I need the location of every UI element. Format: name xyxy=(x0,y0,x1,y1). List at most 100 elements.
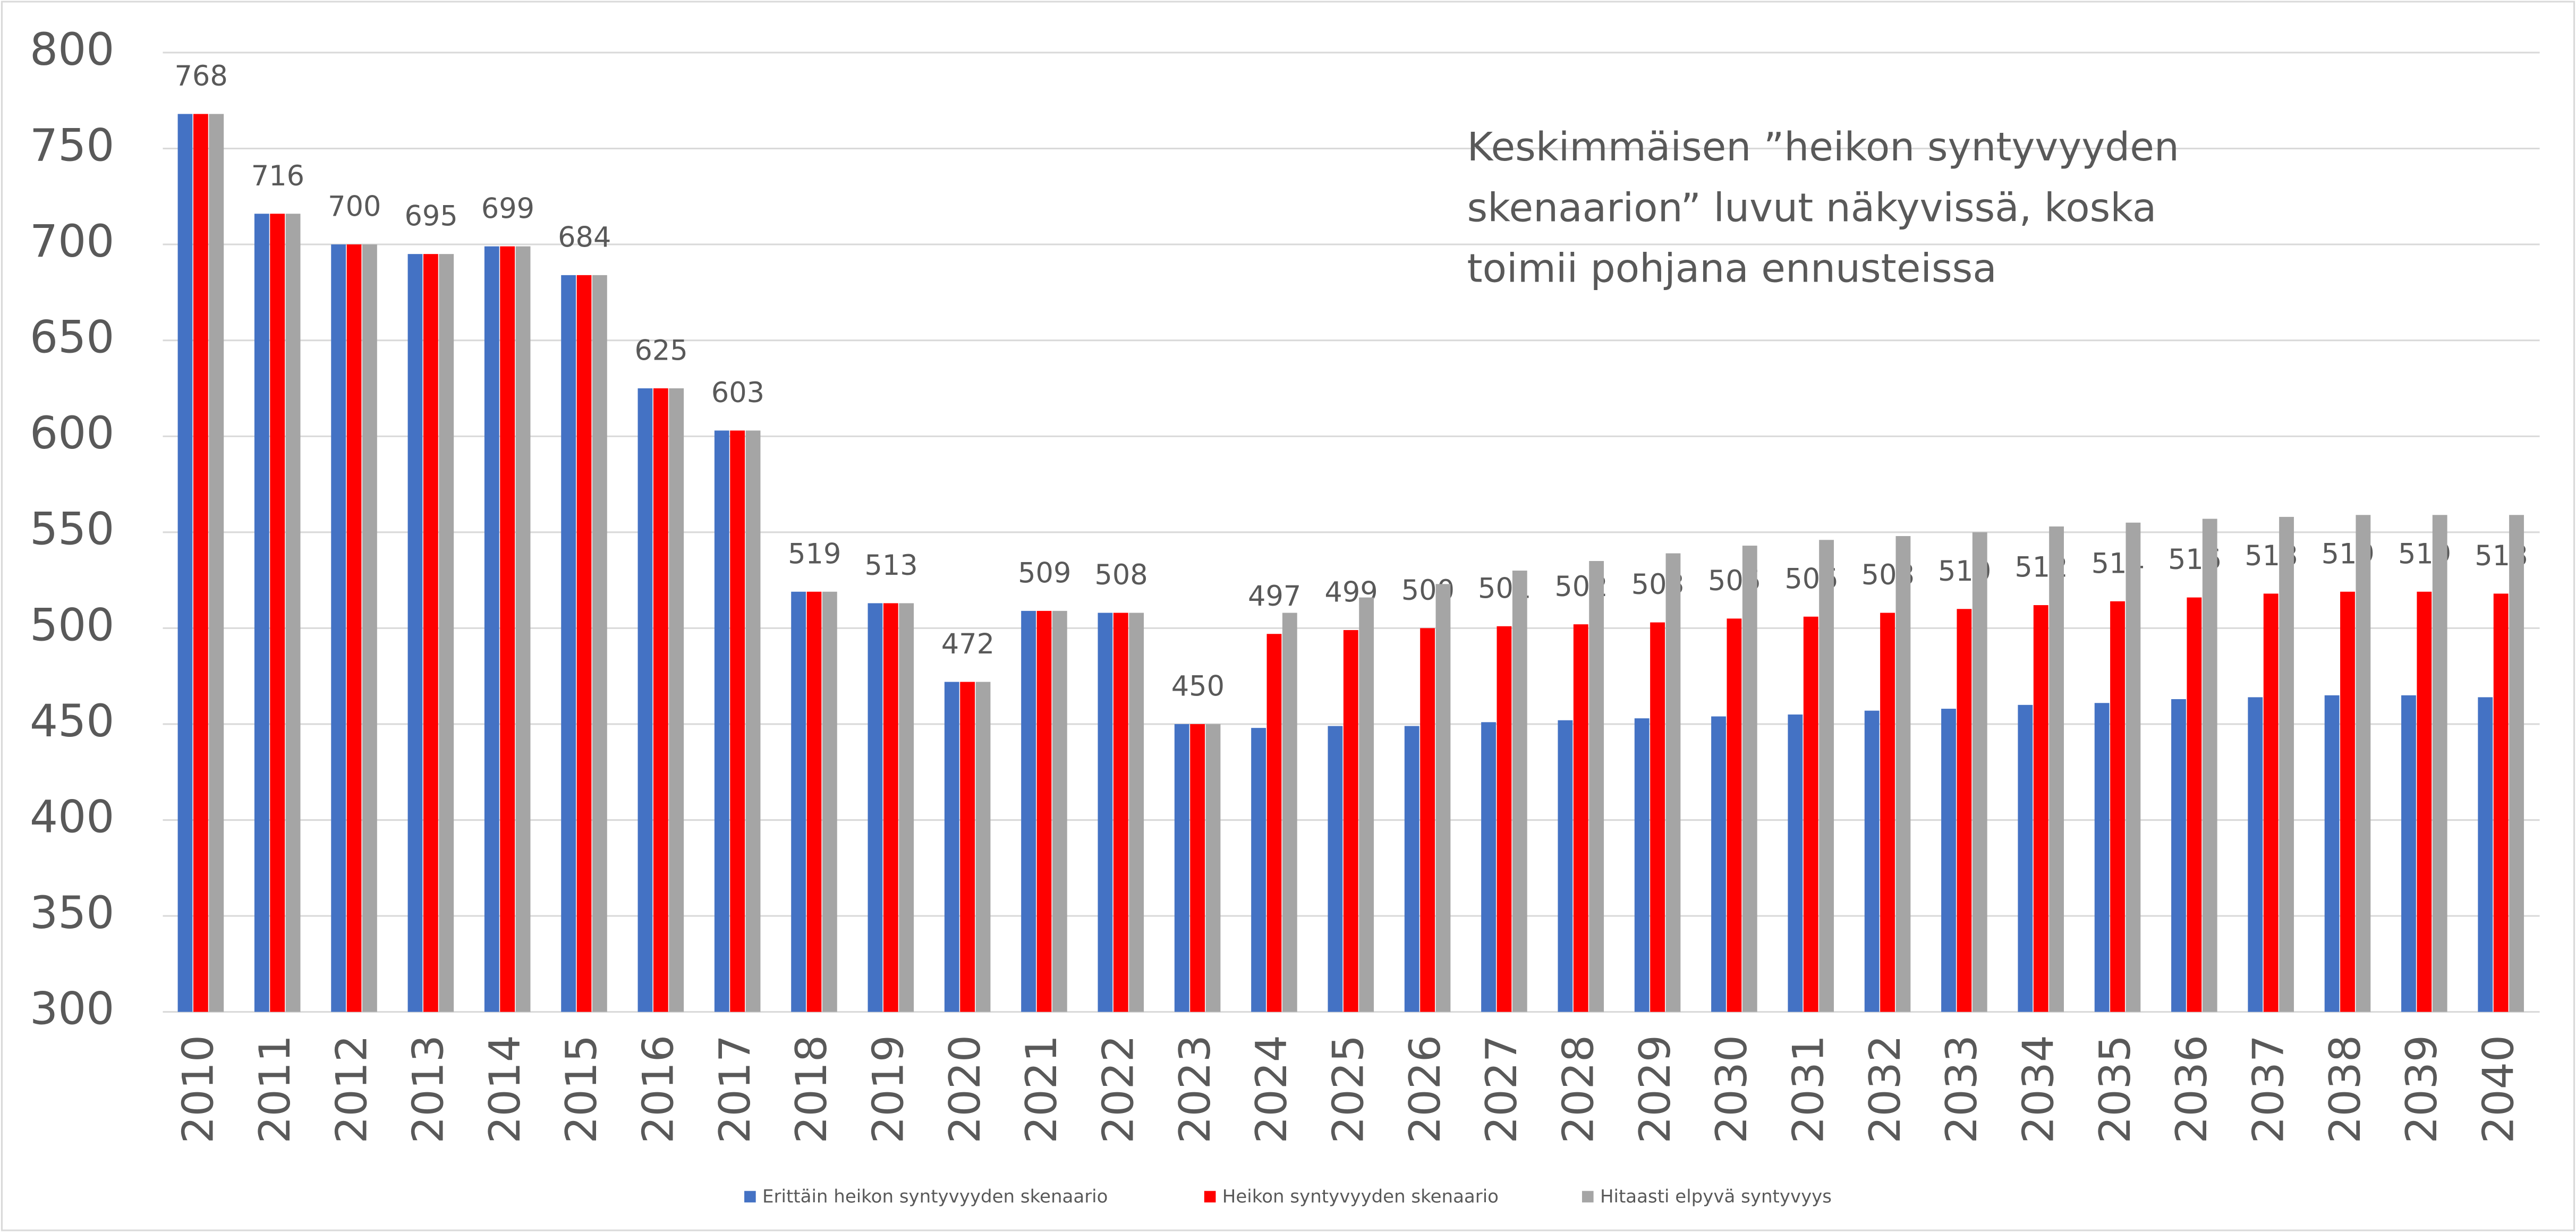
x-tick-label: 2030 xyxy=(1706,1035,1756,1144)
data-label: 768 xyxy=(174,60,227,92)
x-tick-label: 2011 xyxy=(250,1035,300,1144)
bar xyxy=(331,244,346,1012)
bar xyxy=(1895,536,1911,1012)
bar xyxy=(1957,609,1972,1012)
bar xyxy=(714,430,729,1012)
bar xyxy=(2432,515,2447,1012)
bar xyxy=(1251,728,1266,1012)
x-tick-label: 2035 xyxy=(2090,1035,2140,1144)
bar xyxy=(868,603,883,1012)
x-tick-label: 2031 xyxy=(1783,1035,1833,1144)
bar xyxy=(1343,630,1358,1012)
x-tick-label: 2027 xyxy=(1476,1035,1526,1144)
annotation: Keskimmäisen ”heikon syntyvyyden xyxy=(1467,124,2179,170)
bar xyxy=(2187,597,2202,1012)
y-tick-label: 650 xyxy=(30,312,114,363)
bar xyxy=(2049,526,2064,1012)
bar xyxy=(1098,613,1113,1012)
bar xyxy=(1205,724,1221,1012)
bar xyxy=(1129,613,1144,1012)
bar xyxy=(484,246,499,1012)
bar xyxy=(1864,710,1880,1012)
bar xyxy=(883,603,898,1012)
y-tick-label: 750 xyxy=(30,120,114,171)
bar xyxy=(669,388,684,1012)
data-label: 603 xyxy=(711,377,764,409)
legend-label: Hitaasti elpyvä syntyvyys xyxy=(1600,1186,1832,1208)
x-tick-label: 2012 xyxy=(326,1035,376,1144)
bar xyxy=(1972,532,1987,1012)
x-tick-label: 2019 xyxy=(863,1035,913,1144)
y-tick-label: 550 xyxy=(30,504,114,555)
bar xyxy=(193,114,208,1012)
data-label: 497 xyxy=(1248,580,1301,613)
x-tick-label: 2034 xyxy=(2013,1035,2063,1144)
data-label: 513 xyxy=(864,549,917,582)
data-label: 472 xyxy=(941,628,994,660)
bar xyxy=(439,254,454,1012)
bar xyxy=(270,214,285,1012)
data-label: 700 xyxy=(328,191,381,223)
bar xyxy=(2324,695,2340,1012)
legend-swatch xyxy=(1582,1191,1594,1203)
bar xyxy=(2094,703,2110,1012)
bar xyxy=(944,682,959,1012)
data-label: 509 xyxy=(1018,557,1071,589)
x-tick-label: 2023 xyxy=(1170,1035,1220,1144)
bar xyxy=(791,591,806,1012)
bar xyxy=(209,114,224,1012)
bar xyxy=(2340,591,2355,1012)
bar xyxy=(1052,610,1067,1012)
bar xyxy=(515,246,531,1012)
x-tick-label: 2037 xyxy=(2243,1035,2293,1144)
bar xyxy=(362,244,377,1012)
bar xyxy=(822,591,837,1012)
bar xyxy=(254,214,269,1012)
x-tick-label: 2036 xyxy=(2166,1035,2216,1144)
bar xyxy=(407,254,423,1012)
x-tick-label: 2026 xyxy=(1400,1035,1450,1144)
bar xyxy=(2356,515,2371,1012)
y-tick-label: 500 xyxy=(30,599,114,651)
bar xyxy=(346,244,362,1012)
bar xyxy=(1190,724,1205,1012)
data-label: 519 xyxy=(788,538,841,570)
x-tick-label: 2015 xyxy=(556,1035,606,1144)
data-label: 450 xyxy=(1171,670,1225,703)
bar xyxy=(1558,720,1573,1012)
x-tick-label: 2010 xyxy=(173,1035,223,1144)
bar xyxy=(2171,699,2186,1012)
bar xyxy=(2279,516,2294,1012)
bar xyxy=(1497,626,1512,1012)
data-label: 508 xyxy=(1094,559,1147,591)
bar xyxy=(899,603,914,1012)
bar xyxy=(1727,618,1742,1012)
y-tick-label: 350 xyxy=(30,887,114,939)
bar xyxy=(1573,624,1588,1012)
bar xyxy=(2018,704,2033,1012)
bar xyxy=(730,430,745,1012)
bar xyxy=(2478,697,2493,1012)
bar xyxy=(2248,697,2263,1012)
bar xyxy=(1819,540,1834,1012)
bar xyxy=(975,682,991,1012)
bar xyxy=(745,430,761,1012)
x-tick-label: 2028 xyxy=(1553,1035,1603,1144)
bar xyxy=(1282,613,1297,1012)
bar xyxy=(1634,718,1650,1012)
data-label: 699 xyxy=(481,192,534,225)
bar xyxy=(1512,571,1527,1012)
y-tick-label: 300 xyxy=(30,983,114,1035)
bar xyxy=(2509,515,2524,1012)
x-tick-label: 2024 xyxy=(1246,1035,1296,1144)
legend-swatch xyxy=(744,1191,756,1203)
x-tick-label: 2039 xyxy=(2396,1035,2446,1144)
bar xyxy=(2417,591,2432,1012)
bar xyxy=(1880,613,1895,1012)
x-tick-label: 2032 xyxy=(1860,1035,1910,1144)
bar xyxy=(1420,628,1435,1012)
x-tick-label: 2017 xyxy=(710,1035,760,1144)
bar xyxy=(1404,726,1419,1012)
y-tick-label: 400 xyxy=(30,791,114,843)
